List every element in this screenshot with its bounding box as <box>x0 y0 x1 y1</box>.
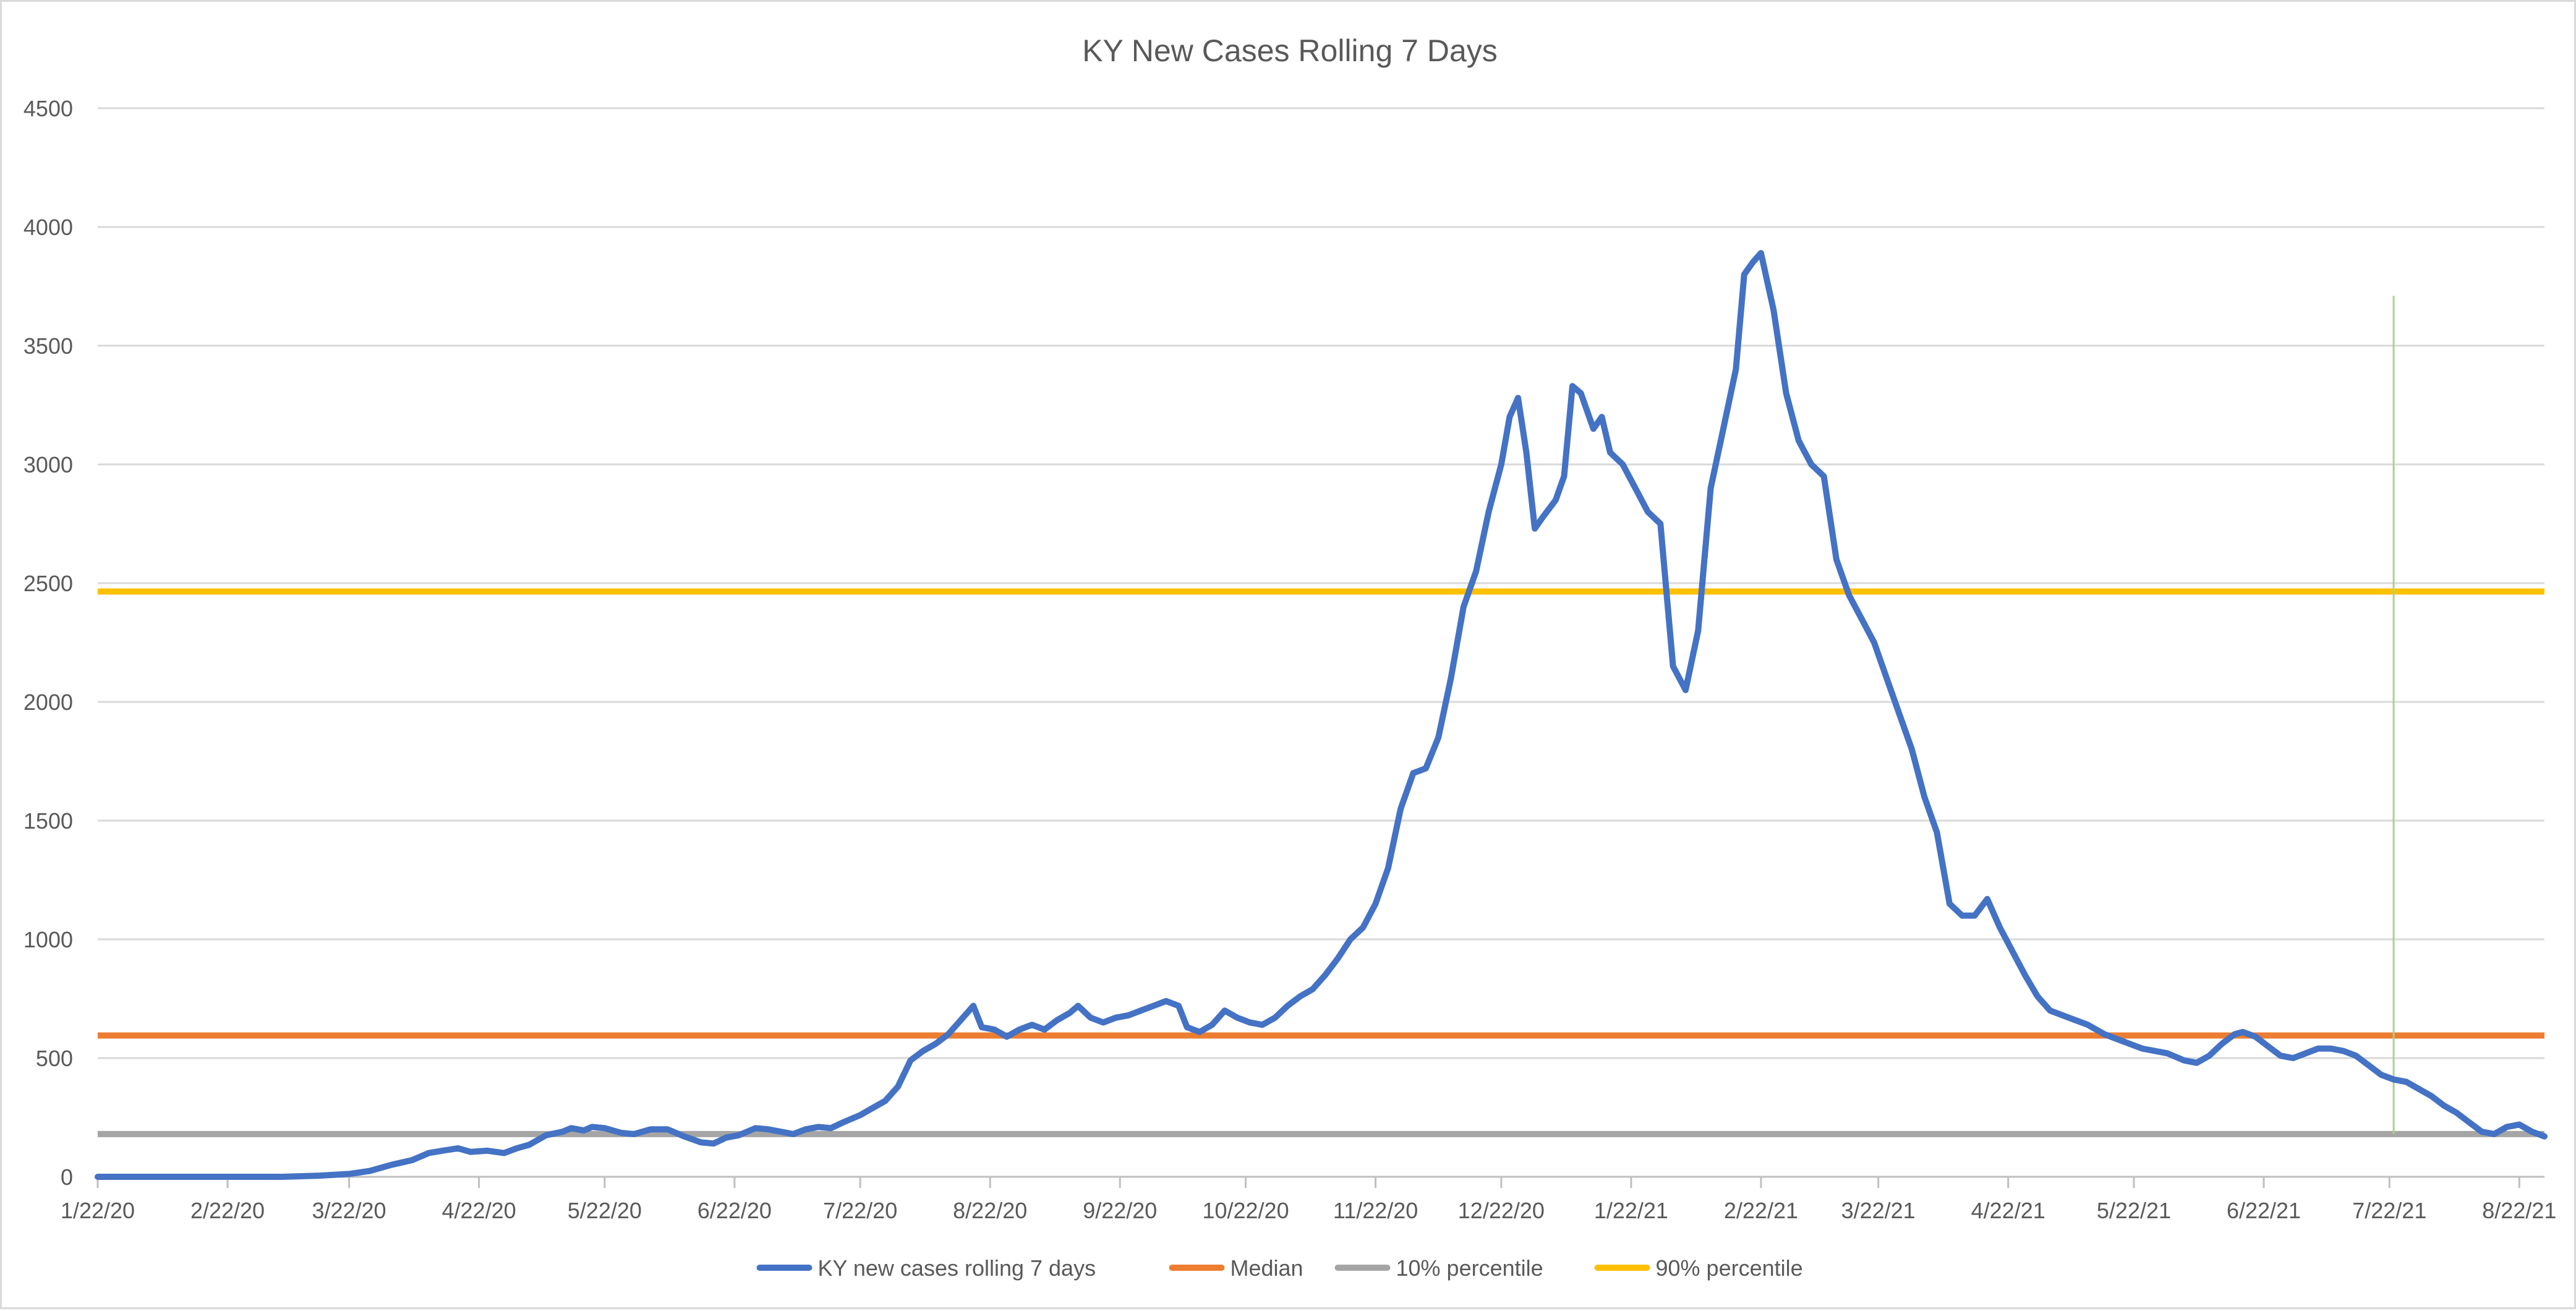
x-tick-label: 8/22/21 <box>2482 1198 2556 1223</box>
y-tick-label: 2500 <box>23 571 73 596</box>
x-tick-label: 7/22/20 <box>823 1198 897 1223</box>
gridlines <box>98 107 2544 1178</box>
chart-title: KY New Cases Rolling 7 Days <box>1082 33 1498 68</box>
reference-lines <box>98 588 2544 1137</box>
y-axis-ticks: 0 500 1000 1500 2000 2500 3000 3500 4000 4500 <box>23 96 73 1190</box>
x-tick-label: 11/22/20 <box>1333 1198 1418 1223</box>
x-tick-label: 5/22/20 <box>568 1198 642 1223</box>
y-tick-label: 2000 <box>23 690 73 715</box>
y-tick-label: 4500 <box>23 96 73 121</box>
legend-label: 10% percentile <box>1396 1255 1543 1281</box>
x-tick-label: 6/22/20 <box>697 1198 772 1223</box>
legend-label: 90% percentile <box>1656 1255 1803 1281</box>
x-tick-label: 1/22/20 <box>61 1198 135 1223</box>
y-tick-label: 3000 <box>23 452 73 477</box>
x-tick-label: 10/22/20 <box>1202 1198 1289 1223</box>
x-tick-label: 7/22/21 <box>2352 1198 2426 1223</box>
y-tick-label: 1000 <box>23 927 73 952</box>
x-tick-label: 8/22/20 <box>953 1198 1027 1223</box>
legend-label: Median <box>1230 1255 1303 1281</box>
x-tick-label: 1/22/21 <box>1594 1198 1668 1223</box>
x-tick-label: 3/22/20 <box>312 1198 386 1223</box>
y-tick-label: 3500 <box>23 333 73 359</box>
y-tick-label: 4000 <box>23 215 73 240</box>
y-tick-label: 0 <box>61 1164 73 1190</box>
x-tick-label: 6/22/21 <box>2227 1198 2301 1223</box>
y-tick-label: 1500 <box>23 808 73 834</box>
series-line <box>95 250 2548 1180</box>
legend: KY new cases rolling 7 days Median 10% per… <box>756 1255 1803 1281</box>
x-tick-label: 2/22/21 <box>1724 1198 1798 1223</box>
x-tick-label: 3/22/21 <box>1841 1198 1916 1223</box>
data-series <box>95 250 2548 1180</box>
x-tick-label: 4/22/20 <box>442 1198 516 1223</box>
x-tick-label: 9/22/20 <box>1083 1198 1157 1223</box>
x-tick-label: 5/22/21 <box>2097 1198 2171 1223</box>
x-tick-label: 12/22/20 <box>1458 1198 1545 1223</box>
x-tick-label: 2/22/20 <box>190 1198 265 1223</box>
legend-label: KY new cases rolling 7 days <box>818 1255 1096 1281</box>
y-tick-label: 500 <box>36 1046 73 1071</box>
x-axis-ticks: 1/22/20 2/22/20 3/22/20 4/22/20 5/22/20 6/22/… <box>61 1177 2556 1223</box>
x-tick-label: 4/22/21 <box>1971 1198 2045 1223</box>
